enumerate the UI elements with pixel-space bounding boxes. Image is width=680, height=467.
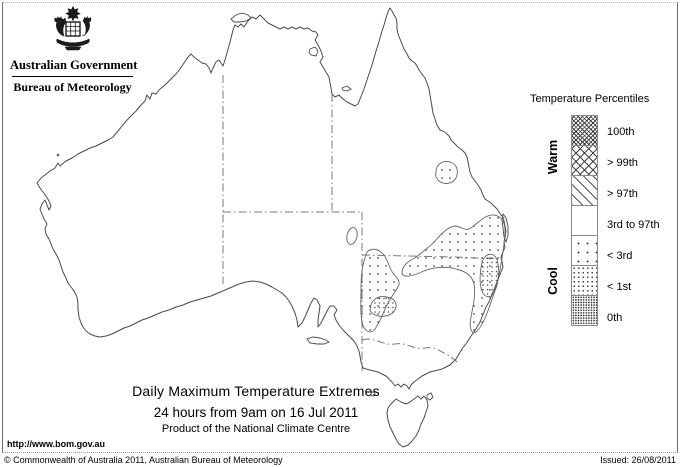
legend-label: 0th bbox=[607, 311, 623, 324]
government-title: Australian Government bbox=[10, 58, 138, 72]
legend-warm-label: Warm bbox=[546, 139, 560, 175]
bom-url: http://www.bom.gov.au bbox=[7, 439, 105, 449]
legend-swatch-gt97th bbox=[571, 175, 598, 206]
bom-header: Australian Government Bureau of Meteorol… bbox=[10, 6, 138, 95]
australia-map bbox=[36, 7, 509, 448]
legend-swatch-0th bbox=[571, 295, 598, 326]
header-divider bbox=[12, 76, 133, 77]
state-borders bbox=[222, 75, 499, 371]
legend-label: 3rd to 97th bbox=[607, 218, 660, 231]
issued-date: Issued: 26/08/2011 bbox=[600, 455, 676, 465]
map-title: Daily Maximum Temperature Extremes bbox=[132, 383, 380, 399]
agency-title: Bureau of Meteorology bbox=[13, 80, 132, 94]
legend-swatch-column bbox=[571, 115, 598, 326]
legend-swatch-100th bbox=[571, 115, 598, 146]
legend-cool-label: Cool bbox=[546, 267, 560, 295]
legend-label: > 99th bbox=[607, 156, 638, 169]
legend-swatch-3rd-97th bbox=[571, 205, 598, 236]
map-title-block: Daily Maximum Temperature Extremes 24 ho… bbox=[95, 383, 417, 435]
copyright-notice: © Commonwealth of Australia 2011, Austra… bbox=[4, 455, 283, 465]
legend-title: Temperature Percentiles bbox=[530, 93, 650, 105]
map-frame bbox=[2, 2, 678, 453]
legend-label: < 3rd bbox=[607, 249, 633, 262]
legend-swatch-gt99th bbox=[571, 145, 598, 176]
legend-label: < 1st bbox=[607, 280, 632, 293]
legend-swatch-lt3rd bbox=[571, 235, 598, 266]
coastline-mainland bbox=[36, 7, 507, 390]
map-period: 24 hours from 9am on 16 Jul 2011 bbox=[153, 405, 359, 420]
footer-bar: © Commonwealth of Australia 2011, Austra… bbox=[0, 455, 680, 467]
legend-label: 100th bbox=[607, 125, 635, 138]
cool-percentile-regions bbox=[346, 161, 506, 334]
legend-label: > 97th bbox=[607, 187, 638, 200]
map-product: Product of the National Climate Centre bbox=[161, 423, 351, 435]
coastline-tasmania bbox=[386, 395, 429, 448]
legend-swatch-lt1st bbox=[571, 265, 598, 296]
australian-coat-of-arms-icon bbox=[53, 6, 91, 51]
legend-labels: 100th > 99th > 97th 3rd to 97th < 3rd < … bbox=[607, 116, 660, 333]
